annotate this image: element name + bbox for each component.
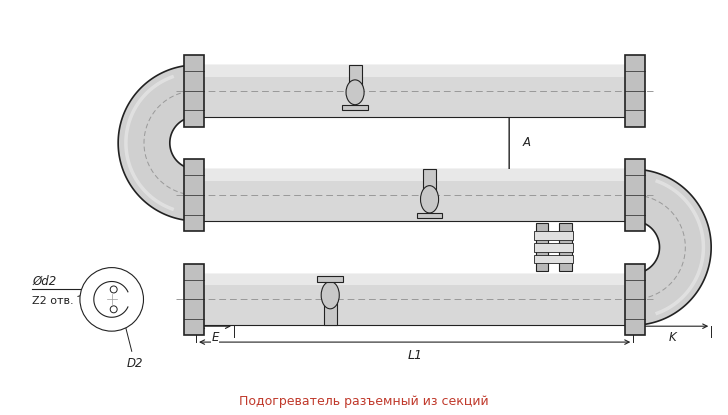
Text: D2: D2 [124, 322, 143, 370]
Polygon shape [184, 264, 204, 335]
Polygon shape [633, 169, 711, 325]
Polygon shape [534, 255, 574, 264]
Polygon shape [184, 159, 204, 231]
Ellipse shape [346, 80, 364, 105]
Circle shape [110, 306, 117, 313]
Text: Ød2: Ød2 [32, 275, 57, 288]
Polygon shape [534, 231, 574, 239]
Text: Z2 отв.: Z2 отв. [32, 296, 74, 306]
Polygon shape [184, 55, 204, 127]
Polygon shape [196, 169, 633, 221]
Polygon shape [118, 65, 196, 221]
Polygon shape [196, 65, 633, 77]
Polygon shape [342, 105, 368, 110]
Polygon shape [423, 169, 436, 199]
Circle shape [110, 286, 117, 293]
Polygon shape [625, 55, 645, 127]
Text: A: A [523, 137, 531, 149]
Polygon shape [196, 65, 633, 117]
Polygon shape [625, 264, 645, 335]
Polygon shape [625, 159, 645, 231]
Polygon shape [196, 273, 633, 285]
Polygon shape [324, 295, 336, 325]
Text: L1: L1 [407, 349, 422, 362]
Polygon shape [349, 65, 362, 92]
Polygon shape [416, 213, 443, 218]
Text: E: E [211, 331, 218, 344]
Polygon shape [317, 276, 343, 281]
Circle shape [80, 268, 143, 331]
Ellipse shape [321, 281, 339, 309]
Polygon shape [534, 243, 574, 251]
Polygon shape [196, 273, 633, 325]
Polygon shape [196, 169, 633, 181]
Polygon shape [559, 223, 571, 271]
Text: Подогреватель разъемный из секций: Подогреватель разъемный из секций [240, 395, 488, 408]
Text: K: K [668, 331, 676, 344]
Ellipse shape [421, 186, 438, 213]
Polygon shape [536, 223, 548, 271]
